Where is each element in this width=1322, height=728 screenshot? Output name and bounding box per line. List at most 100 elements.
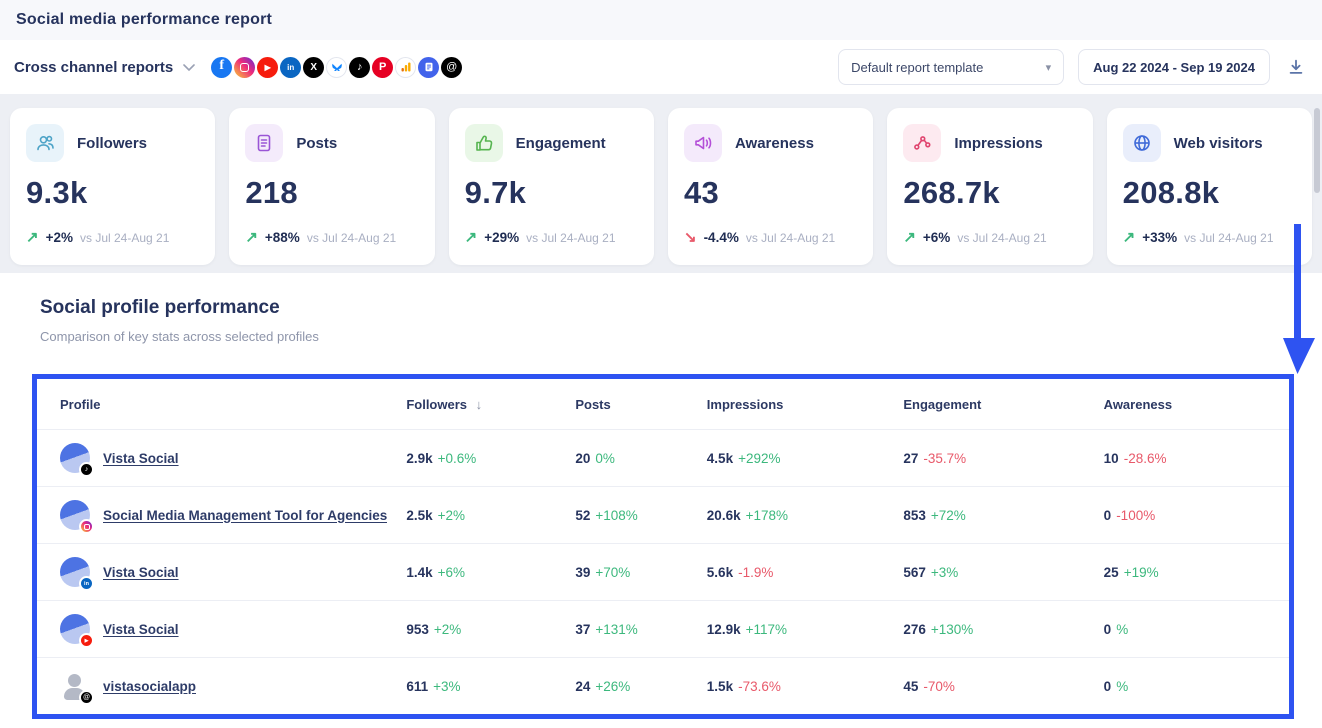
page-title: Social media performance report	[16, 11, 273, 28]
window-titlebar: Social media performance report	[0, 0, 1322, 40]
awareness-change: +19%	[1123, 564, 1159, 580]
chevron-down-icon[interactable]	[183, 64, 196, 72]
report-toolbar: Cross channel reports f ▶ in X ♪ P @ Def…	[0, 40, 1322, 94]
impressions-change: -73.6%	[738, 678, 781, 694]
card-value: 218	[245, 175, 298, 210]
cross-channel-reports-label[interactable]: Cross channel reports	[14, 58, 174, 76]
date-range-picker[interactable]: Aug 22 2024 - Sep 19 2024	[1078, 49, 1270, 85]
download-report-button[interactable]	[1284, 55, 1308, 79]
threads-icon[interactable]: @	[441, 56, 463, 78]
card-value: 208.8k	[1122, 175, 1220, 210]
card-comparison-period: vs Jul 24-Aug 21	[745, 230, 836, 245]
stat-card-impressions: Impressions 268.7k ↗ +6% vs Jul 24-Aug 2…	[887, 108, 1093, 265]
globe-icon	[1122, 124, 1161, 162]
followers-value: 1.4k	[406, 564, 433, 580]
engagement-value: 853	[903, 507, 926, 523]
youtube-icon[interactable]: ▶	[257, 56, 279, 78]
card-change: +33%	[1142, 230, 1178, 245]
stat-card-web-visitors: Web visitors 208.8k ↗ +33% vs Jul 24-Aug…	[1106, 108, 1312, 265]
profile-link[interactable]: Vista Social	[103, 564, 179, 580]
followers-value: 611	[406, 678, 429, 694]
card-value: 268.7k	[903, 175, 1000, 210]
tiktok-icon[interactable]: ♪	[349, 56, 371, 78]
section-subtitle: Comparison of key stats across selected …	[40, 329, 319, 344]
awareness-change: %	[1116, 621, 1129, 637]
impressions-change: +117%	[745, 621, 788, 637]
card-change: +88%	[264, 230, 300, 245]
card-change: +2%	[45, 230, 73, 245]
awareness-change: -100%	[1116, 507, 1156, 523]
engagement-value: 567	[903, 564, 926, 580]
select-caret-icon: ▾	[1045, 61, 1052, 74]
posts-value: 24	[575, 678, 591, 694]
card-label: Web visitors	[1173, 134, 1263, 152]
card-comparison-period: vs Jul 24-Aug 21	[957, 230, 1047, 245]
profile-link[interactable]: Social Media Management Tool for Agencie…	[103, 507, 388, 523]
posts-change: +70%	[595, 564, 631, 580]
report-body: Followers 9.3k ↗ +2% vs Jul 24-Aug 21 Po…	[0, 94, 1322, 728]
posts-change: +131%	[595, 621, 638, 637]
trend-up-icon: ↗	[464, 229, 478, 246]
google-analytics-icon[interactable]	[395, 56, 417, 78]
impressions-change: +178%	[745, 507, 789, 523]
instagram-icon[interactable]	[234, 56, 256, 78]
impressions-value: 1.5k	[706, 678, 734, 694]
posts-change: +108%	[595, 507, 638, 523]
profile-link[interactable]: vistasocialapp	[103, 678, 197, 694]
pinterest-icon[interactable]: P	[372, 56, 394, 78]
awareness-value: 25	[1103, 564, 1119, 580]
column-header-followers[interactable]: Followers ↓	[406, 397, 575, 412]
card-comparison-period: vs Jul 24-Aug 21	[306, 230, 397, 245]
stat-card-engagement: Engagement 9.7k ↗ +29% vs Jul 24-Aug 21	[448, 108, 654, 265]
trend-up-icon: ↗	[903, 229, 916, 246]
person-icon	[68, 674, 81, 687]
card-change: -4.4%	[703, 230, 739, 245]
awareness-value: 0	[1103, 621, 1112, 637]
engagement-change: -70%	[923, 678, 955, 694]
card-label: Impressions	[954, 134, 1043, 152]
stat-cards-row: Followers 9.3k ↗ +2% vs Jul 24-Aug 21 Po…	[0, 94, 1322, 265]
document-icon	[245, 124, 284, 162]
engagement-change: +130%	[930, 621, 974, 637]
facebook-icon[interactable]: f	[211, 56, 233, 78]
threads-badge-icon: @	[79, 690, 94, 705]
blog-icon[interactable]	[418, 56, 440, 78]
card-comparison-period: vs Jul 24-Aug 21	[1184, 230, 1274, 245]
profile-avatar: ♪	[60, 443, 94, 477]
impressions-change: -1.9%	[738, 564, 774, 580]
x-twitter-icon[interactable]: X	[303, 56, 325, 78]
scrollbar-thumb[interactable]	[1314, 108, 1320, 193]
column-header-impressions[interactable]: Impressions	[706, 396, 784, 412]
stat-card-posts: Posts 218 ↗ +88% vs Jul 24-Aug 21	[229, 108, 435, 265]
profile-link[interactable]: Vista Social	[103, 450, 179, 466]
card-comparison-period: vs Jul 24-Aug 21	[526, 230, 616, 245]
card-label: Awareness	[734, 134, 814, 152]
posts-value: 20	[575, 450, 591, 466]
engagement-change: +72%	[930, 507, 966, 523]
awareness-value: 10	[1103, 450, 1119, 466]
awareness-change: -28.6%	[1123, 450, 1167, 466]
bluesky-icon[interactable]	[326, 56, 348, 78]
card-label: Followers	[77, 134, 148, 152]
column-header-profile[interactable]: Profile	[60, 396, 101, 412]
card-label: Engagement	[515, 134, 606, 152]
profile-link[interactable]: Vista Social	[103, 621, 179, 637]
stat-card-followers: Followers 9.3k ↗ +2% vs Jul 24-Aug 21	[10, 108, 216, 265]
sort-descending-icon[interactable]: ↓	[475, 396, 483, 412]
report-template-select[interactable]: Default report template ▾	[838, 49, 1065, 85]
column-header-posts[interactable]: Posts	[575, 396, 611, 412]
profile-avatar: in	[60, 557, 94, 591]
connected-channels: f ▶ in X ♪ P @	[211, 56, 463, 78]
linkedin-icon[interactable]: in	[280, 56, 302, 78]
column-header-awareness[interactable]: Awareness	[1103, 396, 1173, 412]
followers-change: +0.6%	[437, 450, 477, 466]
impressions-value: 12.9k	[706, 621, 741, 637]
users-icon	[26, 124, 64, 162]
social-profile-performance-section: Social profile performance Comparison of…	[0, 273, 1322, 728]
card-change: +29%	[484, 230, 520, 245]
engagement-value: 276	[903, 621, 926, 637]
stat-card-awareness: Awareness 43 ↘ -4.4% vs Jul 24-Aug 21	[667, 108, 874, 265]
followers-change: +2%	[437, 507, 466, 523]
column-header-engagement[interactable]: Engagement	[903, 396, 982, 412]
thumbs-up-icon	[464, 124, 503, 162]
